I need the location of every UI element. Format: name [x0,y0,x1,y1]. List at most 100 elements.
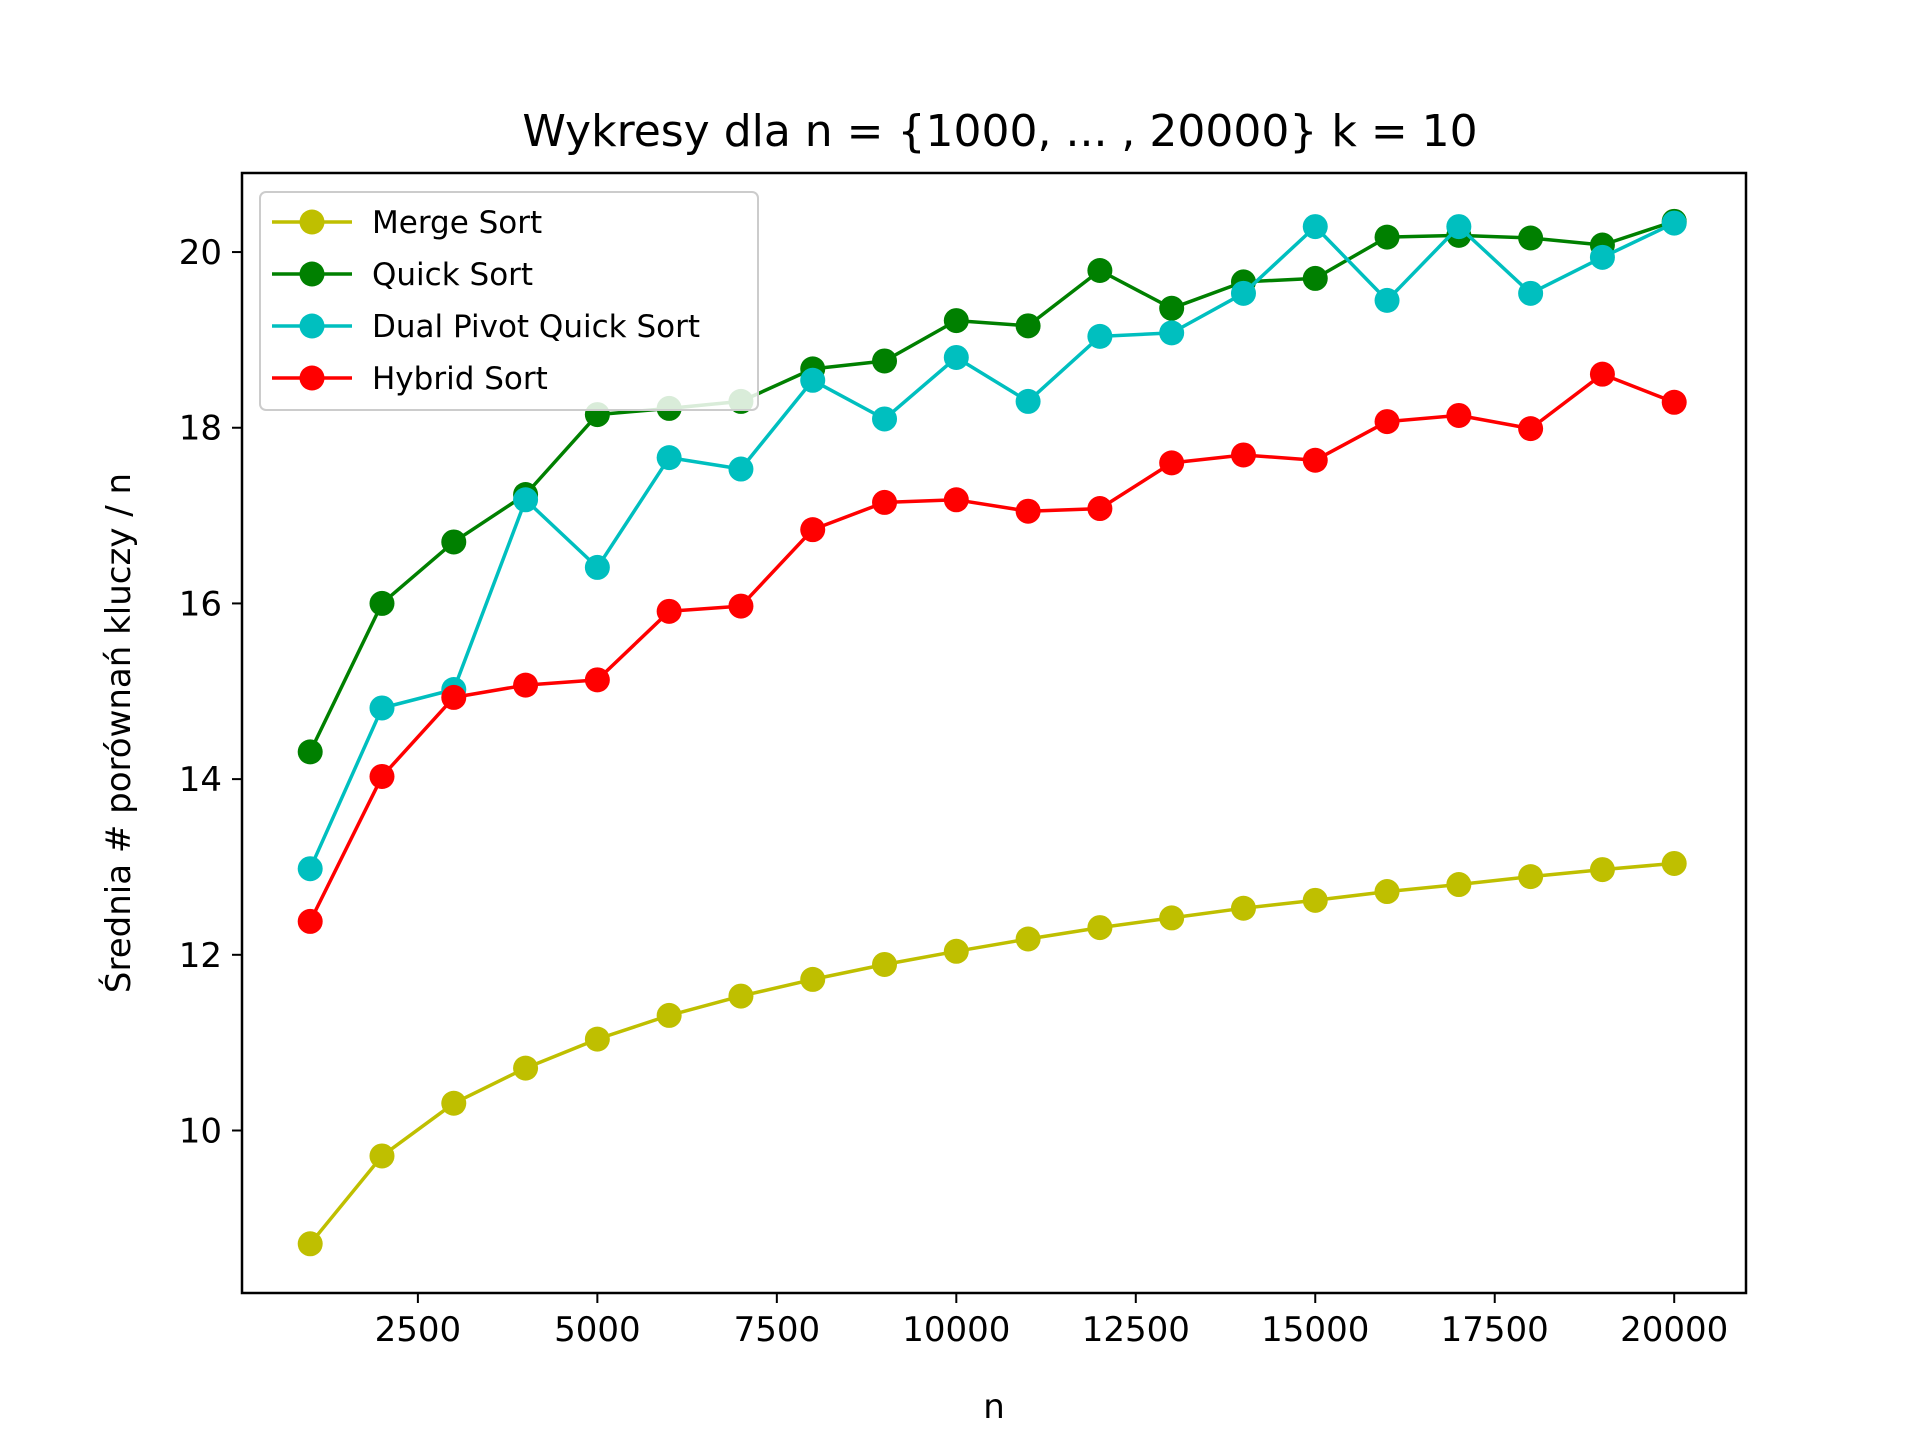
data-point-merge-sort [1589,857,1615,883]
data-point-dual-pivot-quick-sort [584,554,610,580]
data-point-dual-pivot-quick-sort [943,344,969,370]
data-point-merge-sort [1302,887,1328,913]
x-tick-label: 17500 [1441,1310,1549,1350]
data-point-merge-sort [1015,926,1041,952]
data-point-hybrid-sort [1661,389,1687,415]
data-point-quick-sort [1015,313,1041,339]
data-point-quick-sort [297,739,323,765]
data-point-quick-sort [872,348,898,374]
data-point-quick-sort [1518,225,1544,251]
data-point-hybrid-sort [943,487,969,513]
data-point-quick-sort [369,590,395,616]
data-point-hybrid-sort [1518,416,1544,442]
data-point-quick-sort [1302,265,1328,291]
legend-marker [299,313,325,339]
y-tick-label: 20 [179,233,222,273]
data-point-merge-sort [943,938,969,964]
y-axis-ticks: 10 12 14 16 18 20 [179,233,242,1151]
y-axis-label: Średnia # porównań kluczy / n [98,473,139,993]
data-point-hybrid-sort [800,517,826,543]
x-tick-label: 2500 [375,1310,462,1350]
data-point-dual-pivot-quick-sort [513,487,539,513]
data-point-hybrid-sort [1302,447,1328,473]
data-point-merge-sort [297,1231,323,1257]
legend-item-dual-pivot-quick-sort: Dual Pivot Quick Sort [272,309,700,345]
data-point-dual-pivot-quick-sort [1230,280,1256,306]
data-point-hybrid-sort [1230,442,1256,468]
data-point-dual-pivot-quick-sort [872,406,898,432]
data-point-quick-sort [1087,258,1113,284]
data-point-merge-sort [1518,864,1544,890]
data-point-dual-pivot-quick-sort [1374,287,1400,313]
data-point-quick-sort [1374,224,1400,250]
x-tick-label: 7500 [734,1310,821,1350]
legend-label: Dual Pivot Quick Sort [372,309,700,345]
data-point-hybrid-sort [1087,496,1113,522]
data-point-hybrid-sort [728,593,754,619]
y-tick-label: 10 [179,1111,222,1151]
data-point-merge-sort [1159,905,1185,931]
data-point-merge-sort [1374,879,1400,905]
data-point-quick-sort [943,308,969,334]
series-line-merge-sort [308,861,1675,1245]
data-point-hybrid-sort [656,598,682,624]
data-point-dual-pivot-quick-sort [1159,320,1185,346]
legend-marker [299,209,325,235]
data-point-merge-sort [800,966,826,992]
data-point-dual-pivot-quick-sort [800,367,826,393]
data-point-merge-sort [872,951,898,977]
data-point-dual-pivot-quick-sort [369,695,395,721]
data-point-hybrid-sort [1159,450,1185,476]
data-point-merge-sort [584,1026,610,1052]
data-point-hybrid-sort [872,489,898,515]
data-point-merge-sort [1087,915,1113,941]
data-point-merge-sort [1230,895,1256,921]
data-point-merge-sort [441,1090,467,1116]
legend-marker [299,261,325,287]
legend: Merge Sort Quick Sort Dual Pivot Quick Sor… [259,191,759,411]
data-point-dual-pivot-quick-sort [1302,214,1328,240]
data-point-hybrid-sort [513,672,539,698]
data-point-dual-pivot-quick-sort [297,856,323,882]
legend-item-quick-sort: Quick Sort [272,257,533,293]
x-tick-label: 15000 [1261,1310,1369,1350]
legend-item-merge-sort: Merge Sort [272,205,542,241]
data-point-dual-pivot-quick-sort [1518,280,1544,306]
data-point-merge-sort [656,1002,682,1028]
legend-label: Quick Sort [372,257,533,293]
data-point-hybrid-sort [1446,402,1472,428]
legend-frame [259,191,759,411]
series-line-dual-pivot-quick-sort [308,221,1675,870]
legend-label: Hybrid Sort [372,361,548,397]
y-tick-label: 14 [179,760,222,800]
data-point-quick-sort [441,529,467,555]
x-tick-label: 5000 [554,1310,641,1350]
y-tick-label: 16 [179,584,222,624]
y-tick-label: 12 [179,936,222,976]
legend-item-hybrid-sort: Hybrid Sort [272,361,548,397]
x-tick-label: 12500 [1082,1310,1190,1350]
data-point-dual-pivot-quick-sort [1015,388,1041,414]
data-point-hybrid-sort [584,667,610,693]
data-point-merge-sort [1661,850,1687,876]
data-point-dual-pivot-quick-sort [1087,323,1113,349]
data-point-merge-sort [728,983,754,1009]
data-point-hybrid-sort [441,684,467,710]
data-point-dual-pivot-quick-sort [728,456,754,482]
x-tick-label: 20000 [1620,1310,1728,1350]
chart-title: Wykresy dla n = {1000, ... , 20000} k = … [522,106,1477,157]
data-point-merge-sort [513,1055,539,1081]
data-point-dual-pivot-quick-sort [1661,210,1687,236]
series-line-hybrid-sort [308,372,1675,923]
data-point-dual-pivot-quick-sort [1589,244,1615,270]
legend-marker [299,365,325,391]
data-point-hybrid-sort [1589,361,1615,387]
legend-label: Merge Sort [372,205,542,241]
data-point-hybrid-sort [1015,498,1041,524]
series-dual-pivot-quick-sort [297,210,1687,882]
data-point-dual-pivot-quick-sort [1446,214,1472,240]
data-point-quick-sort [1159,295,1185,321]
series-merge-sort [297,850,1687,1257]
plot-area-frame [240,171,1748,1295]
